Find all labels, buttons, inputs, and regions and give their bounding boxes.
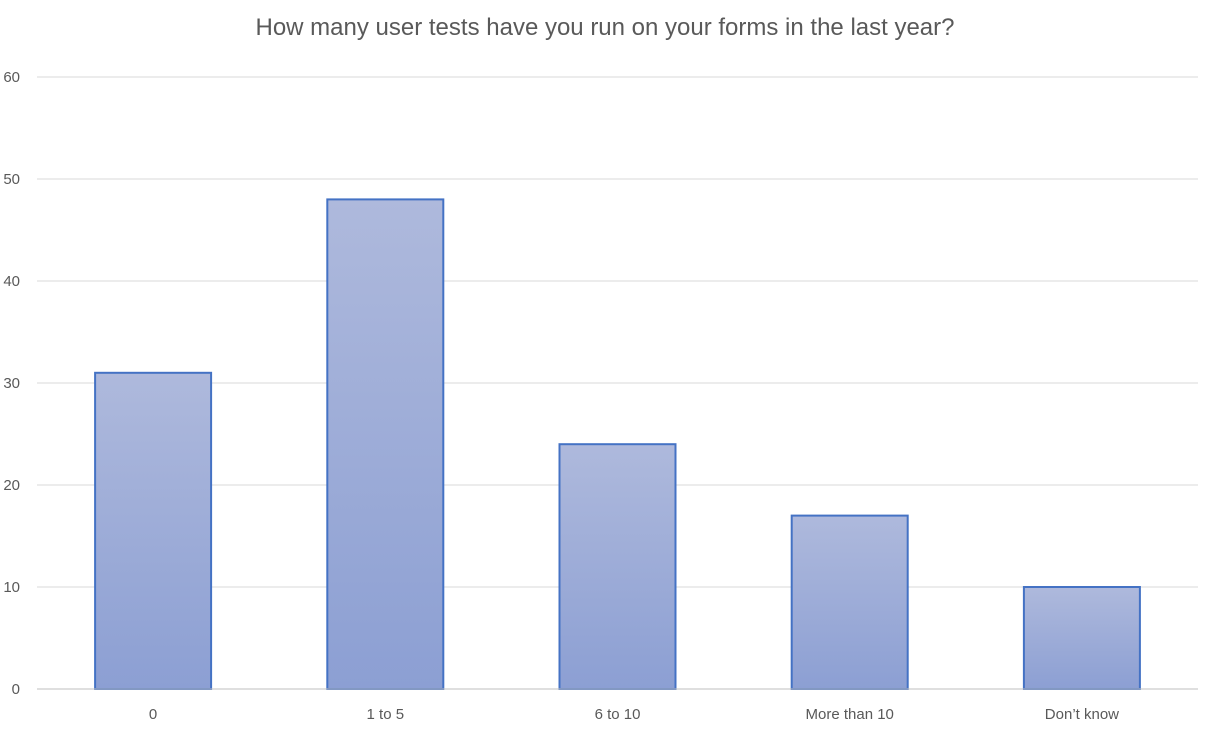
bar (326, 198, 445, 690)
y-tick-label: 60 (3, 69, 20, 86)
chart-title: How many user tests have you run on your… (255, 14, 955, 41)
bar (558, 443, 677, 691)
bar (790, 514, 909, 690)
y-tick-label: 40 (3, 273, 20, 290)
bar (94, 371, 213, 690)
x-axis-tick-labels: 0 1 to 5 6 to 10 More than 10 Don’t know (149, 706, 1119, 723)
y-tick-label: 50 (3, 171, 20, 188)
x-tick-label: Don’t know (1045, 706, 1119, 723)
y-tick-label: 10 (3, 579, 20, 596)
x-tick-label: 6 to 10 (595, 706, 641, 723)
x-tick-label: More than 10 (806, 706, 894, 723)
bars (94, 198, 1141, 691)
x-tick-label: 1 to 5 (367, 706, 405, 723)
y-tick-label: 0 (12, 681, 20, 698)
bar (1022, 586, 1141, 690)
y-tick-label: 20 (3, 477, 20, 494)
x-tick-label: 0 (149, 706, 157, 723)
y-axis-tick-labels: 0 10 20 30 40 50 60 (3, 69, 20, 698)
y-tick-label: 30 (3, 375, 20, 392)
